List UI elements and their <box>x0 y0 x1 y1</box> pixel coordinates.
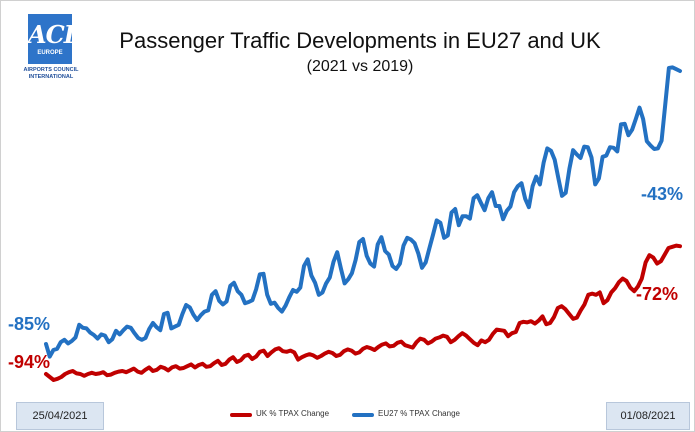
chart-title: Passenger Traffic Developments in EU27 a… <box>119 28 601 53</box>
start-date-box: 25/04/2021 <box>16 402 104 430</box>
uk-start-label: -94% <box>8 352 51 372</box>
chart-subtitle: (2021 vs 2019) <box>306 58 414 75</box>
uk-end-label: -72% <box>636 284 679 304</box>
series-line-eu27 <box>44 65 682 359</box>
chart-legend: UK % TPAX Change EU27 % TPAX Change <box>230 408 490 422</box>
aci-europe-logo: ACI EUROPE AIRPORTS COUNCIL INTERNATIONA… <box>22 14 82 86</box>
logo-box <box>28 14 72 64</box>
logo-letters: ACI <box>28 20 75 49</box>
legend-label-uk: UK % TPAX Change <box>256 409 330 418</box>
end-date-box: 01/08/2021 <box>606 402 690 430</box>
series-line-uk <box>44 243 682 382</box>
legend-label-eu27: EU27 % TPAX Change <box>378 409 460 418</box>
logo-line-2: INTERNATIONAL <box>28 74 74 80</box>
legend-swatch-uk <box>230 413 252 417</box>
legend-swatch-eu27 <box>352 413 374 417</box>
logo-region: EUROPE <box>37 50 63 56</box>
eu27-start-label: -85% <box>8 314 51 334</box>
logo-line-1: AIRPORTS COUNCIL <box>23 67 79 73</box>
eu27-end-label: -43% <box>641 184 684 204</box>
